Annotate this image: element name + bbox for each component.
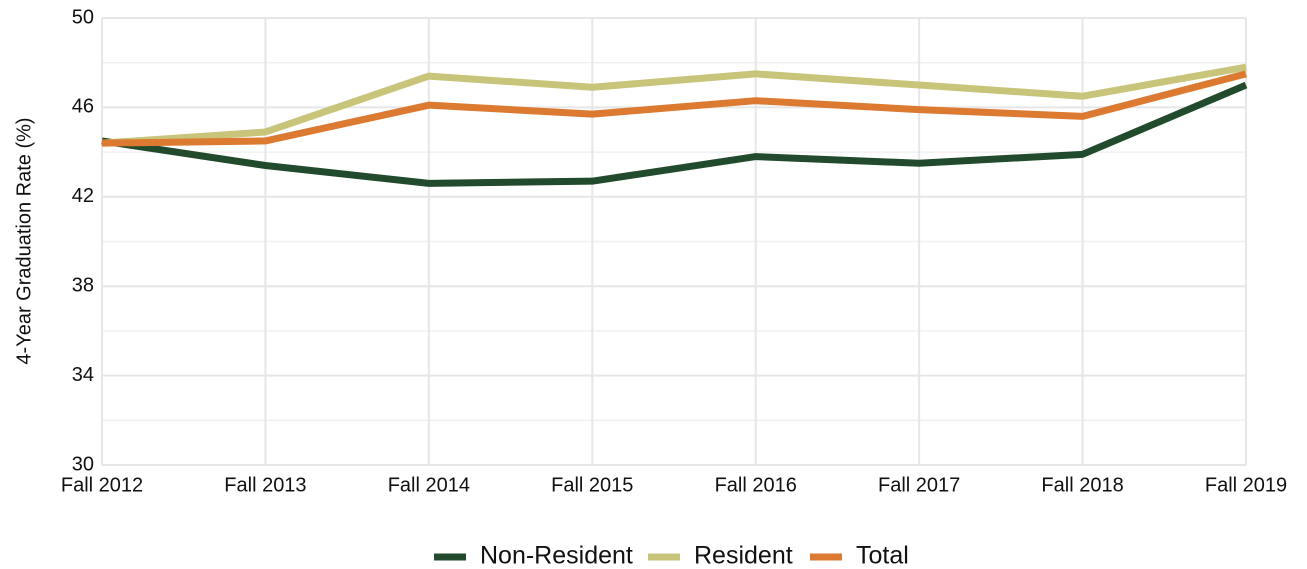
line-series [101,70,1247,147]
x-tick-label: Fall 2012 [61,474,143,496]
line-series [101,63,1247,147]
y-tick-label: 50 [72,6,94,28]
y-tick-label: 38 [72,274,94,296]
y-tick-label: 42 [72,185,94,207]
y-tick-label: 46 [72,96,94,118]
x-tick-label: Fall 2013 [224,474,306,496]
y-tick-label: 34 [72,364,94,386]
x-tick-label: Fall 2018 [1041,474,1123,496]
y-tick-label: 30 [72,453,94,475]
x-tick-label: Fall 2015 [551,474,633,496]
line-series [101,81,1248,187]
legend-label: Resident [694,542,793,569]
y-axis-label: 4-Year Graduation Rate (%) [13,117,35,364]
legend-label: Total [856,542,909,569]
x-tick-label: Fall 2016 [715,474,797,496]
x-tick-label: Fall 2019 [1205,474,1287,496]
x-tick-label: Fall 2014 [388,474,470,496]
legend-label: Non-Resident [480,542,633,569]
x-tick-label: Fall 2017 [878,474,960,496]
